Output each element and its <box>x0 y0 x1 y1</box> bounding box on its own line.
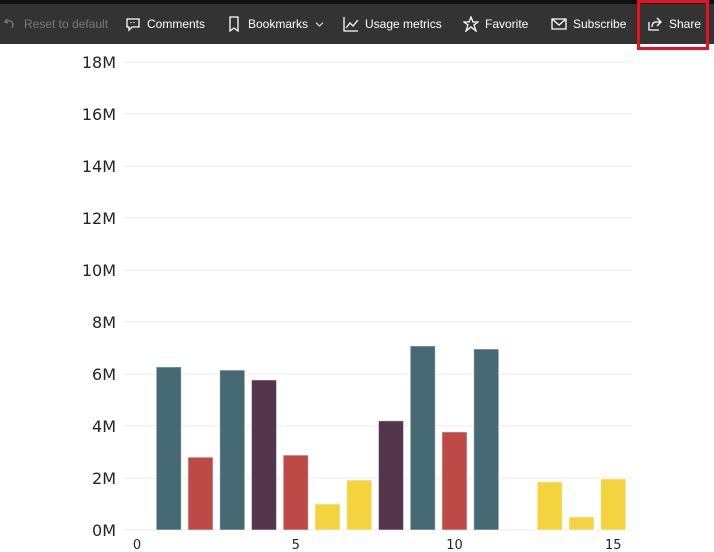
bar <box>155 366 182 531</box>
subscribe-button[interactable]: Subscribe <box>551 4 626 44</box>
share-label: Share <box>669 17 702 31</box>
x-tick-label: 5 <box>292 538 300 552</box>
bar-chart: 0M 2M 4M 6M 8M 10M 12M 14M 16M 18M 0 5 10 15 <box>82 53 632 552</box>
y-tick-label: 2M <box>92 469 116 488</box>
bar <box>536 481 563 531</box>
x-tick-label: 10 <box>446 538 463 552</box>
usage-label: Usage metrics <box>365 17 442 31</box>
bookmark-icon <box>229 16 239 32</box>
report-toolbar: Reset to default Comments Bookmarks Usag… <box>0 4 714 44</box>
x-tick-label: 0 <box>133 538 141 552</box>
bar <box>187 456 214 531</box>
chevron-down-icon <box>315 22 324 27</box>
usage-metrics-button[interactable]: Usage metrics <box>343 4 442 44</box>
bar <box>409 345 436 531</box>
reset-label: Reset to default <box>24 17 109 31</box>
bar <box>378 420 404 531</box>
x-tick-label: 15 <box>605 538 622 552</box>
undo-icon <box>3 18 14 29</box>
bar <box>251 379 277 531</box>
mail-icon <box>551 18 567 30</box>
star-icon <box>463 16 479 32</box>
share-icon <box>648 17 662 31</box>
reset-to-default-button[interactable]: Reset to default <box>2 4 108 44</box>
y-tick-label: 6M <box>92 365 116 384</box>
y-tick-label: 18M <box>82 53 116 72</box>
bar <box>600 478 627 531</box>
y-tick-label: 16M <box>82 105 116 124</box>
line-chart-icon <box>343 17 359 32</box>
bar <box>314 503 341 531</box>
subscribe-label: Subscribe <box>573 17 627 31</box>
y-tick-label: 10M <box>82 261 116 280</box>
comments-button[interactable]: Comments <box>125 4 205 44</box>
favorite-label: Favorite <box>485 17 529 31</box>
bookmarks-label: Bookmarks <box>248 17 309 31</box>
bookmarks-button[interactable]: Bookmarks <box>226 4 325 44</box>
y-tick-label: 4M <box>92 417 116 436</box>
bar <box>346 479 373 531</box>
top-strip <box>0 0 714 4</box>
favorite-button[interactable]: Favorite <box>463 4 528 44</box>
bar <box>441 431 468 531</box>
comment-icon <box>126 18 140 32</box>
y-tick-label: 8M <box>92 313 116 332</box>
comments-label: Comments <box>147 17 206 31</box>
bar <box>473 348 500 531</box>
bar <box>282 454 309 531</box>
y-tick-label: 14M <box>82 157 116 176</box>
bar <box>219 369 246 531</box>
bar <box>568 516 595 531</box>
share-button[interactable]: Share <box>647 4 701 44</box>
y-tick-label: 0M <box>92 521 116 540</box>
y-tick-label: 12M <box>82 209 116 228</box>
